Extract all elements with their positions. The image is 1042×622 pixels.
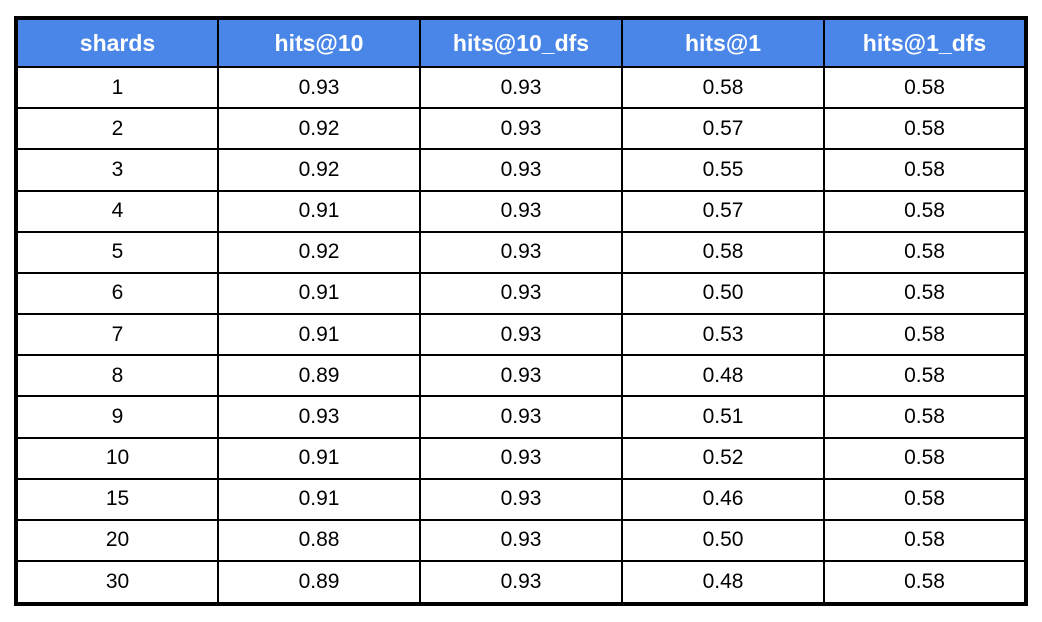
cell-hits-1-dfs: 0.58 bbox=[823, 230, 1027, 274]
cell-hits-1: 0.58 bbox=[621, 65, 825, 110]
cell-hits-10: 0.93 bbox=[217, 395, 421, 439]
table-row-shards-3: 3 0.92 0.93 0.55 0.58 bbox=[15, 148, 1027, 192]
cell-hits-10: 0.89 bbox=[217, 560, 421, 605]
column-header-hits-10-dfs: hits@10_dfs bbox=[419, 17, 623, 68]
cell-shards: 8 bbox=[15, 354, 219, 398]
cell-hits-10-dfs: 0.93 bbox=[419, 395, 623, 439]
cell-hits-1-dfs: 0.58 bbox=[823, 271, 1027, 316]
cell-hits-10-dfs: 0.93 bbox=[419, 230, 623, 274]
cell-hits-1-dfs: 0.58 bbox=[823, 189, 1027, 233]
cell-shards: 9 bbox=[15, 395, 219, 439]
cell-hits-1: 0.57 bbox=[621, 107, 825, 151]
cell-shards: 5 bbox=[15, 230, 219, 274]
cell-hits-10-dfs: 0.93 bbox=[419, 518, 623, 563]
table-row-shards-7: 7 0.91 0.93 0.53 0.58 bbox=[15, 313, 1027, 357]
cell-hits-10: 0.91 bbox=[217, 436, 421, 480]
results-table: shards hits@10 hits@10_dfs hits@1 hits@1_dfs… bbox=[14, 16, 1028, 606]
cell-hits-10-dfs: 0.93 bbox=[419, 560, 623, 605]
cell-hits-1-dfs: 0.58 bbox=[823, 313, 1027, 357]
table-row-shards-2: 2 0.92 0.93 0.57 0.58 bbox=[15, 107, 1027, 151]
cell-hits-1: 0.53 bbox=[621, 313, 825, 357]
cell-hits-10-dfs: 0.93 bbox=[419, 148, 623, 192]
cell-hits-10: 0.91 bbox=[217, 271, 421, 316]
cell-hits-10-dfs: 0.93 bbox=[419, 189, 623, 233]
cell-hits-1-dfs: 0.58 bbox=[823, 354, 1027, 398]
cell-hits-10: 0.89 bbox=[217, 354, 421, 398]
cell-hits-1-dfs: 0.58 bbox=[823, 148, 1027, 192]
cell-hits-10: 0.88 bbox=[217, 518, 421, 563]
cell-hits-1: 0.48 bbox=[621, 354, 825, 398]
table-row-shards-8: 8 0.89 0.93 0.48 0.58 bbox=[15, 354, 1027, 398]
cell-hits-10-dfs: 0.93 bbox=[419, 436, 623, 480]
cell-hits-1-dfs: 0.58 bbox=[823, 65, 1027, 110]
cell-hits-1: 0.50 bbox=[621, 518, 825, 563]
cell-hits-10-dfs: 0.93 bbox=[419, 107, 623, 151]
table-row-shards-15: 15 0.91 0.93 0.46 0.58 bbox=[15, 477, 1027, 521]
table-row-shards-5: 5 0.92 0.93 0.58 0.58 bbox=[15, 230, 1027, 274]
cell-hits-1-dfs: 0.58 bbox=[823, 436, 1027, 480]
cell-hits-1: 0.51 bbox=[621, 395, 825, 439]
cell-hits-1-dfs: 0.58 bbox=[823, 477, 1027, 521]
cell-hits-10: 0.91 bbox=[217, 477, 421, 521]
cell-hits-1: 0.48 bbox=[621, 560, 825, 605]
cell-hits-10: 0.93 bbox=[217, 65, 421, 110]
cell-hits-1-dfs: 0.58 bbox=[823, 107, 1027, 151]
column-header-hits-10: hits@10 bbox=[217, 17, 421, 68]
results-table-container: shards hits@10 hits@10_dfs hits@1 hits@1_dfs… bbox=[14, 16, 1028, 606]
cell-shards: 30 bbox=[15, 560, 219, 605]
cell-hits-10: 0.92 bbox=[217, 230, 421, 274]
column-header-hits-1-dfs: hits@1_dfs bbox=[823, 17, 1027, 68]
cell-hits-10: 0.91 bbox=[217, 313, 421, 357]
table-body: 1 0.93 0.93 0.58 0.58 2 0.92 0.93 0.57 0.58 3 0.92 0… bbox=[15, 65, 1027, 605]
cell-hits-1-dfs: 0.58 bbox=[823, 518, 1027, 563]
column-header-hits-1: hits@1 bbox=[621, 17, 825, 68]
cell-hits-10: 0.92 bbox=[217, 148, 421, 192]
table-header: shards hits@10 hits@10_dfs hits@1 hits@1_dfs bbox=[15, 17, 1027, 68]
cell-hits-10: 0.92 bbox=[217, 107, 421, 151]
table-row-shards-9: 9 0.93 0.93 0.51 0.58 bbox=[15, 395, 1027, 439]
cell-hits-1: 0.58 bbox=[621, 230, 825, 274]
cell-shards: 2 bbox=[15, 107, 219, 151]
cell-shards: 4 bbox=[15, 189, 219, 233]
cell-hits-10-dfs: 0.93 bbox=[419, 313, 623, 357]
cell-shards: 10 bbox=[15, 436, 219, 480]
cell-hits-10-dfs: 0.93 bbox=[419, 477, 623, 521]
table-row-shards-20: 20 0.88 0.93 0.50 0.58 bbox=[15, 518, 1027, 563]
cell-hits-1: 0.50 bbox=[621, 271, 825, 316]
table-row-shards-4: 4 0.91 0.93 0.57 0.58 bbox=[15, 189, 1027, 233]
table-row-shards-30: 30 0.89 0.93 0.48 0.58 bbox=[15, 560, 1027, 605]
cell-hits-1-dfs: 0.58 bbox=[823, 395, 1027, 439]
cell-shards: 20 bbox=[15, 518, 219, 563]
cell-shards: 7 bbox=[15, 313, 219, 357]
cell-hits-1: 0.46 bbox=[621, 477, 825, 521]
cell-hits-1: 0.57 bbox=[621, 189, 825, 233]
cell-hits-1: 0.52 bbox=[621, 436, 825, 480]
table-row-shards-10: 10 0.91 0.93 0.52 0.58 bbox=[15, 436, 1027, 480]
table-row-shards-1: 1 0.93 0.93 0.58 0.58 bbox=[15, 65, 1027, 110]
header-row: shards hits@10 hits@10_dfs hits@1 hits@1_dfs bbox=[15, 17, 1027, 68]
cell-shards: 15 bbox=[15, 477, 219, 521]
cell-hits-10-dfs: 0.93 bbox=[419, 354, 623, 398]
column-header-shards: shards bbox=[15, 17, 219, 68]
cell-hits-1: 0.55 bbox=[621, 148, 825, 192]
cell-shards: 1 bbox=[15, 65, 219, 110]
cell-shards: 6 bbox=[15, 271, 219, 316]
cell-shards: 3 bbox=[15, 148, 219, 192]
cell-hits-1-dfs: 0.58 bbox=[823, 560, 1027, 605]
cell-hits-10-dfs: 0.93 bbox=[419, 271, 623, 316]
table-row-shards-6: 6 0.91 0.93 0.50 0.58 bbox=[15, 271, 1027, 316]
cell-hits-10-dfs: 0.93 bbox=[419, 65, 623, 110]
cell-hits-10: 0.91 bbox=[217, 189, 421, 233]
